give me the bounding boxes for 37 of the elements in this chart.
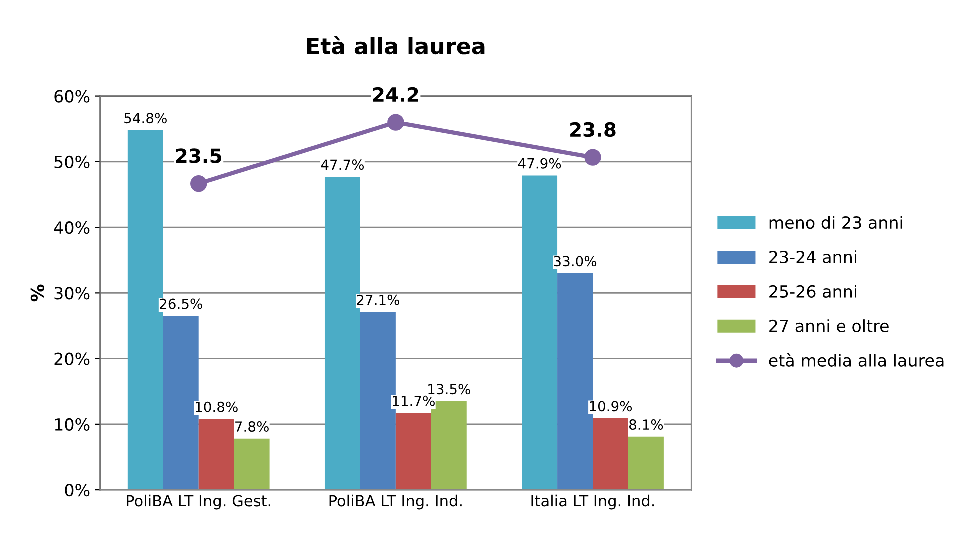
legend-label: meno di 23 anni [770, 216, 902, 230]
data-label: 7.8% [236, 422, 269, 432]
data-label: 33.0% [554, 256, 597, 267]
data-label: 26.5% [160, 298, 202, 310]
data-label: 54.8% [124, 113, 167, 124]
y-axis-title: % [30, 284, 44, 302]
bar [628, 436, 664, 490]
y-tick-label: 0% [65, 484, 90, 497]
x-tick-label: PoliBA LT Ing. Gest. [127, 494, 270, 510]
data-label: 11.7% [393, 396, 435, 406]
legend-label: 23-24 anni [770, 250, 856, 264]
data-label: 47.7% [321, 160, 364, 170]
legend-label: età media alla laurea [769, 353, 944, 367]
x-tick-label: Italia LT Ing. Ind. [532, 494, 654, 510]
y-tick-label: 50% [54, 156, 90, 168]
chart-title: Età alla laurea [307, 36, 485, 55]
y-tick-label: 30% [54, 287, 90, 300]
data-label: 24.2 [373, 87, 418, 102]
bar [593, 418, 628, 490]
y-tick-label: 60% [54, 90, 90, 103]
data-label: 10.8% [196, 402, 238, 412]
data-label: 23.5 [176, 148, 222, 164]
data-label: 47.9% [518, 158, 562, 169]
x-tick-label: PoliBA LT Ing. Ind. [330, 494, 462, 510]
y-tick-label: 10% [55, 418, 90, 431]
y-tick-label: 40% [54, 222, 90, 234]
data-label: 13.5% [428, 384, 470, 395]
data-label: 10.9% [590, 401, 632, 412]
y-tick-label: 20% [54, 352, 90, 366]
legend-label: 27 anni e oltre [770, 320, 889, 332]
bar [396, 413, 432, 490]
data-label: 8.1% [630, 420, 664, 430]
data-label: 23.8 [570, 122, 616, 138]
legend-label: 25-26 anni [770, 285, 856, 298]
bar [198, 419, 234, 490]
bar [234, 438, 270, 490]
data-label: 27.1% [357, 294, 400, 306]
